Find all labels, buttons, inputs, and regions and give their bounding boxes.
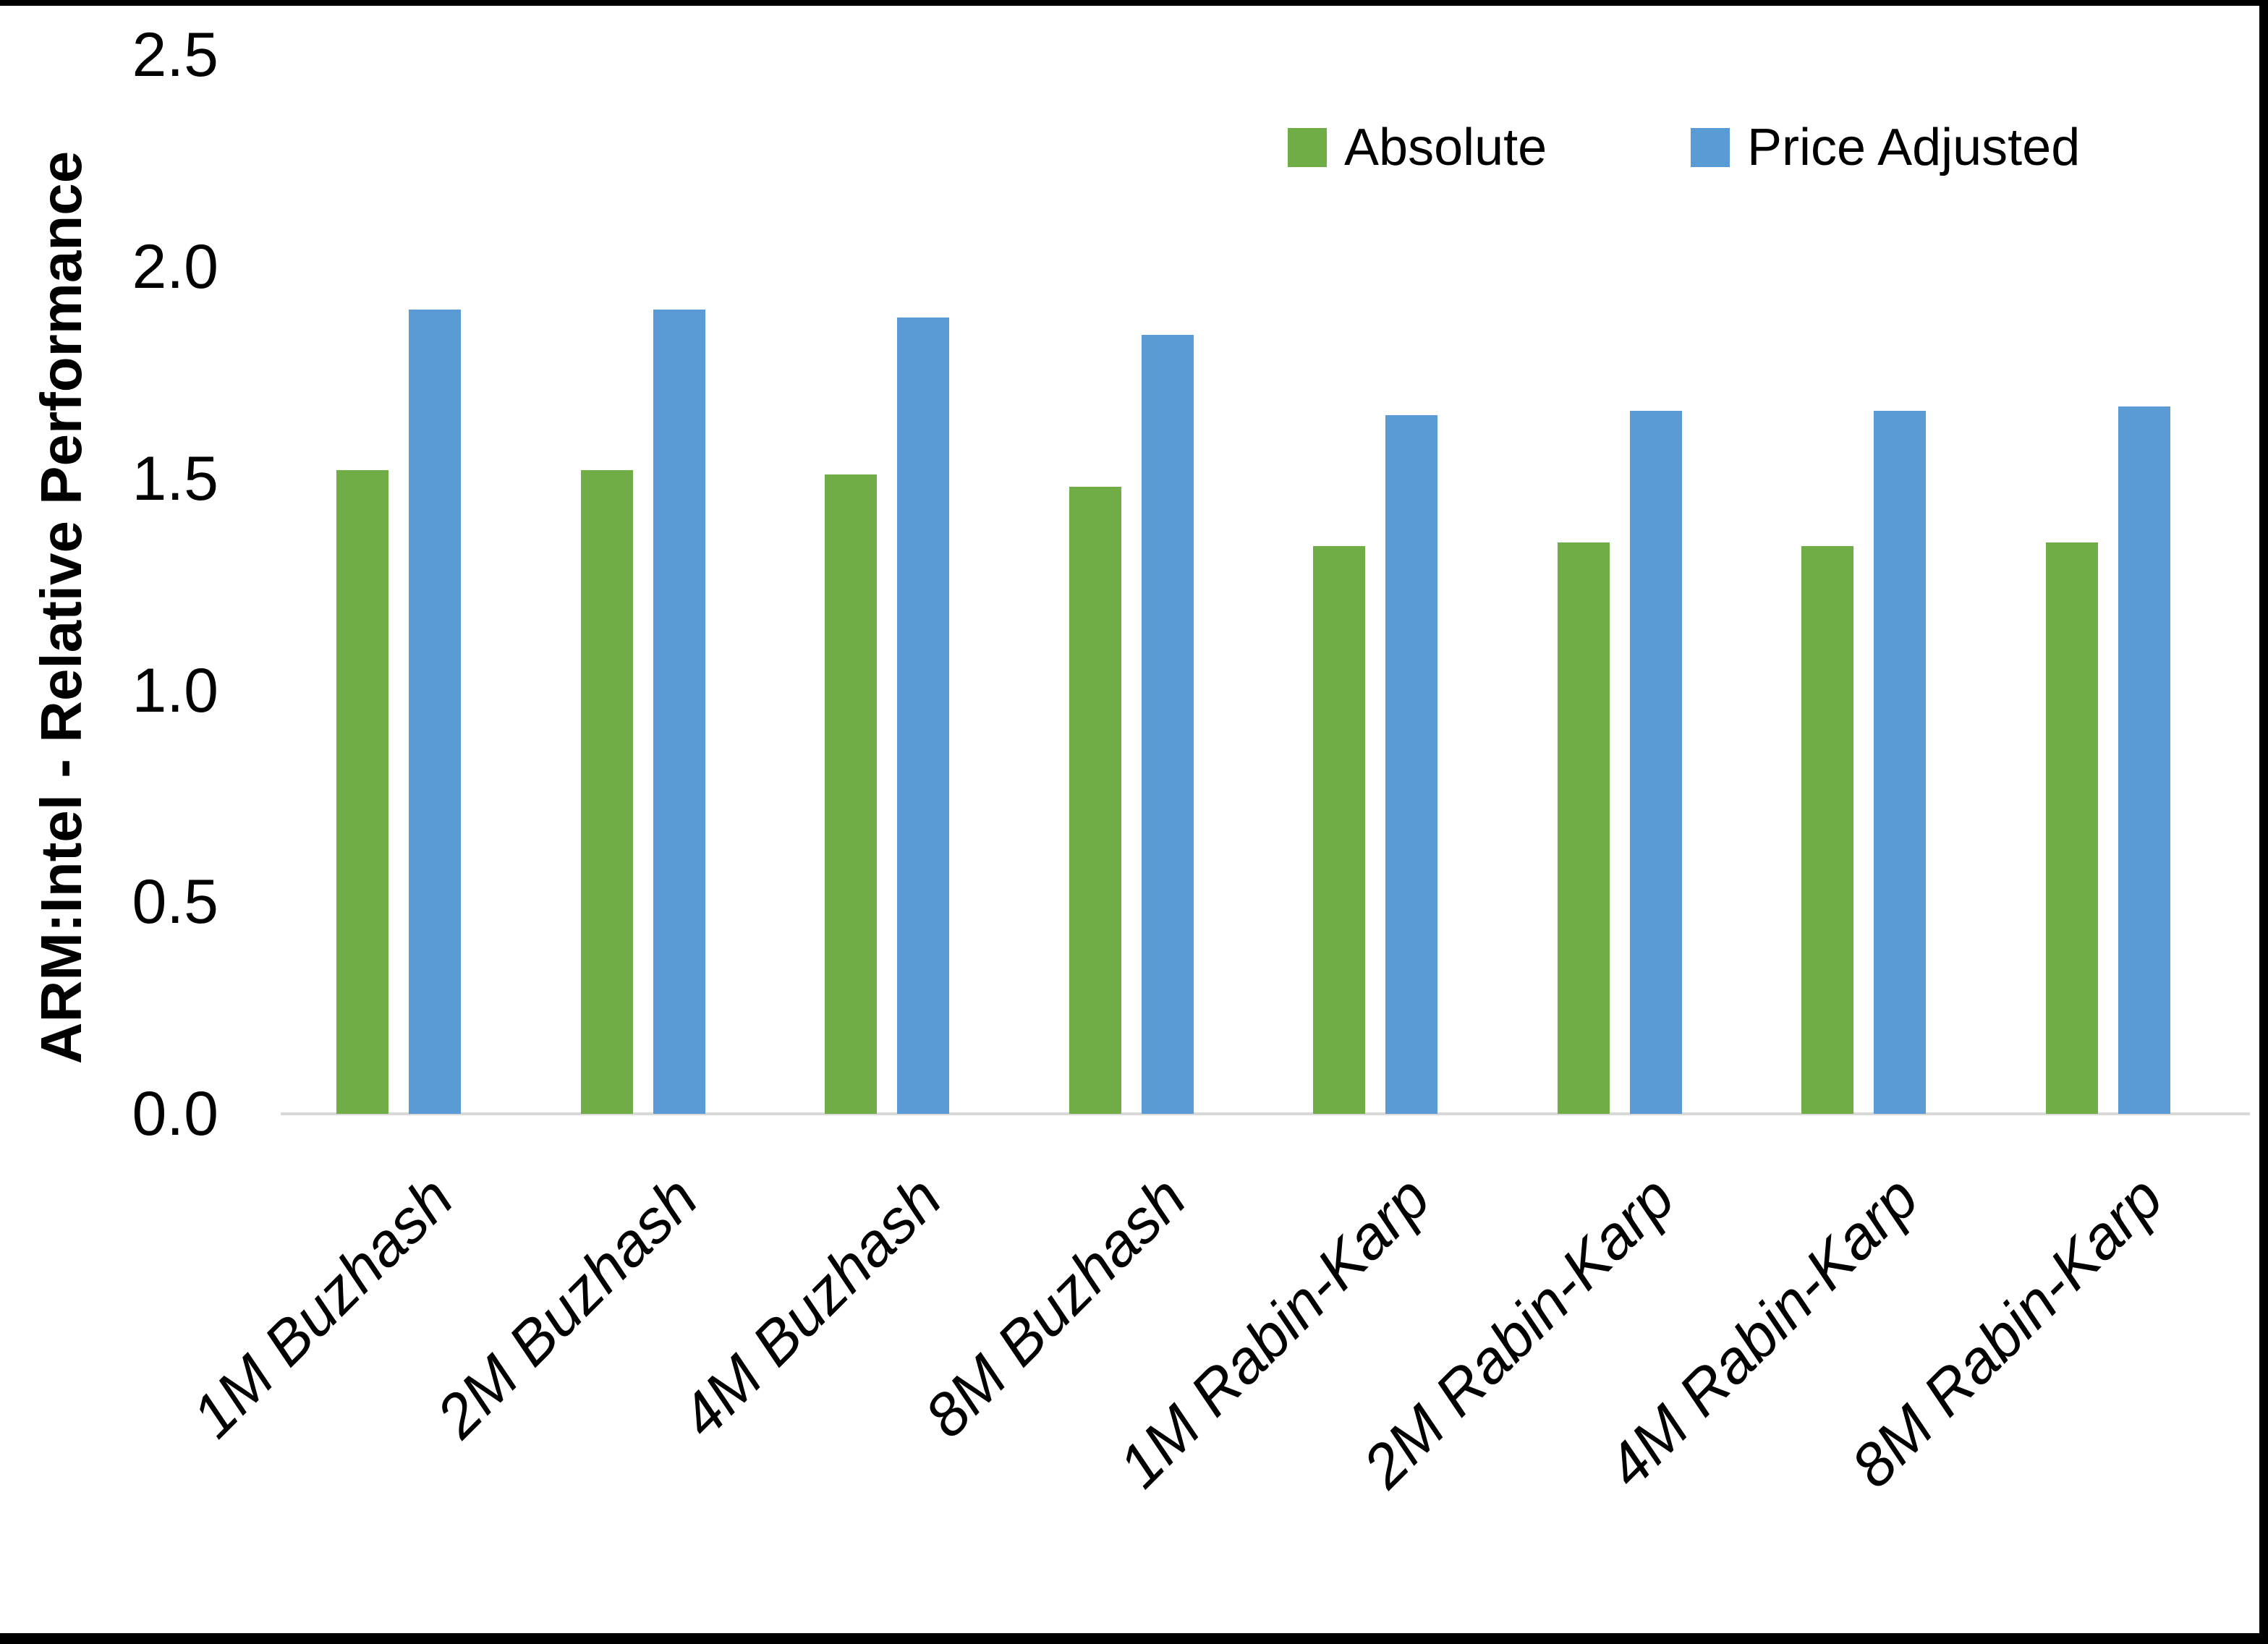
bar-absolute-2m-buzhash [580, 470, 633, 1114]
bar-price-adjusted-2m-rabin-karp [1629, 411, 1682, 1114]
bar-absolute-8m-rabin-karp [2045, 542, 2098, 1114]
y-tick-label-2.5: 2.5 [132, 20, 218, 90]
bar-absolute-2m-rabin-karp [1557, 542, 1610, 1114]
bar-absolute-1m-rabin-karp [1313, 546, 1365, 1114]
legend-item-price-adjusted: Price Adjusted [1691, 122, 2080, 174]
bar-absolute-1m-buzhash [336, 470, 388, 1114]
legend-label-absolute: Absolute [1344, 119, 1547, 176]
legend-label-price-adjusted: Price Adjusted [1747, 119, 2081, 176]
frame-border-right [2259, 0, 2268, 1644]
bar-price-adjusted-4m-rabin-karp [1874, 411, 1926, 1114]
bar-absolute-4m-rabin-karp [1801, 546, 1853, 1114]
bar-absolute-8m-buzhash [1069, 487, 1121, 1114]
y-tick-label-1.5: 1.5 [132, 443, 218, 514]
y-tick-label-0.0: 0.0 [132, 1079, 218, 1149]
bar-price-adjusted-4m-buzhash [897, 318, 949, 1114]
frame-border-bottom [0, 1633, 2268, 1644]
bar-price-adjusted-8m-rabin-karp [2118, 406, 2170, 1114]
x-axis-line [281, 1112, 2250, 1115]
bar-price-adjusted-8m-buzhash [1141, 334, 1194, 1114]
legend-swatch-price-adjusted-icon [1691, 128, 1730, 167]
x-category-label-2m-buzhash: 2M Buzhash [422, 1163, 710, 1451]
x-category-label-1m-buzhash: 1M Buzhash [179, 1163, 466, 1451]
bar-absolute-4m-buzhash [825, 474, 877, 1114]
bar-price-adjusted-1m-rabin-karp [1385, 414, 1437, 1114]
y-tick-label-0.5: 0.5 [132, 867, 218, 937]
bar-price-adjusted-1m-buzhash [409, 309, 461, 1114]
frame-border-top [0, 0, 2268, 6]
y-tick-label-1.0: 1.0 [132, 655, 218, 725]
x-category-label-4m-buzhash: 4M Buzhash [667, 1163, 954, 1451]
legend-swatch-absolute-icon [1288, 128, 1327, 167]
legend-item-absolute: Absolute [1288, 122, 1547, 174]
y-tick-label-2.0: 2.0 [132, 232, 218, 302]
bar-price-adjusted-2m-buzhash [653, 309, 705, 1114]
